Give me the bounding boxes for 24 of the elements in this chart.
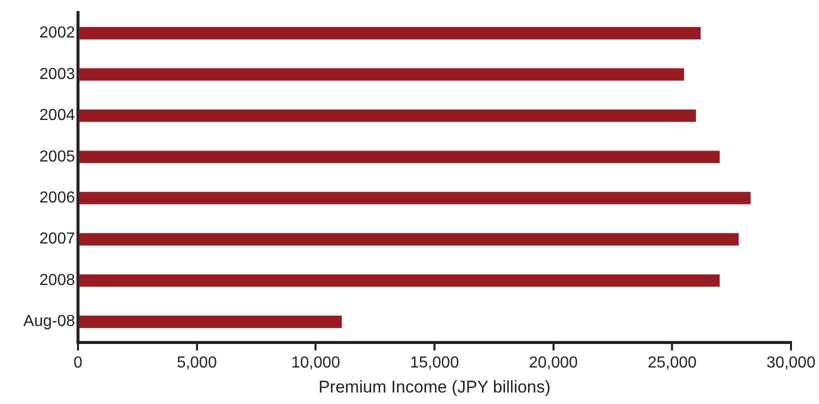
- x-tick-label: 30,000: [766, 354, 816, 372]
- y-tick-label: 2005: [39, 148, 76, 166]
- y-tick-label: 2004: [39, 107, 76, 124]
- x-tick-label: 20,000: [528, 354, 578, 372]
- y-tick-label: 2003: [39, 66, 76, 83]
- y-tick-label: 2008: [39, 272, 76, 289]
- bar: [79, 109, 696, 122]
- bar: [79, 316, 342, 328]
- bar: [79, 192, 751, 204]
- y-tick-label: 2006: [39, 190, 76, 207]
- x-axis-title: Premium Income (JPY billions): [318, 377, 551, 396]
- bar: [79, 233, 739, 246]
- y-tick-label: 2002: [39, 24, 76, 42]
- bar: [79, 68, 684, 81]
- x-tick-label: 25,000: [648, 354, 697, 372]
- bar: [79, 274, 720, 287]
- x-tick-label: 5,000: [176, 354, 217, 372]
- bar: [79, 150, 720, 164]
- x-tick-label: 0: [74, 354, 83, 372]
- y-tick-label: 2007: [39, 230, 76, 248]
- x-tick-label: 15,000: [410, 354, 460, 372]
- x-tick-label: 10,000: [291, 354, 340, 372]
- bar: [79, 27, 701, 40]
- y-tick-label: Aug-08: [23, 313, 76, 330]
